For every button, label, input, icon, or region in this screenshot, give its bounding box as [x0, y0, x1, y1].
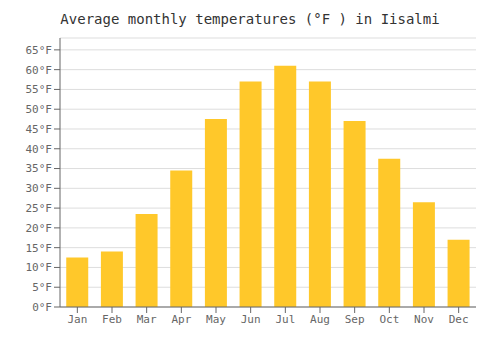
svg-text:Aug: Aug	[310, 313, 330, 326]
svg-text:Sep: Sep	[345, 313, 365, 326]
svg-text:5°F: 5°F	[32, 281, 52, 294]
svg-text:Jun: Jun	[241, 313, 261, 326]
svg-text:65°F: 65°F	[26, 44, 53, 57]
svg-text:30°F: 30°F	[26, 182, 53, 195]
svg-text:60°F: 60°F	[26, 64, 53, 77]
svg-text:40°F: 40°F	[26, 143, 53, 156]
svg-text:50°F: 50°F	[26, 103, 53, 116]
svg-text:25°F: 25°F	[26, 202, 53, 215]
svg-text:45°F: 45°F	[26, 123, 53, 136]
svg-text:20°F: 20°F	[26, 222, 53, 235]
svg-text:Dec: Dec	[449, 313, 469, 326]
svg-text:Jan: Jan	[67, 313, 87, 326]
svg-text:Apr: Apr	[171, 313, 191, 326]
svg-text:35°F: 35°F	[26, 162, 53, 175]
svg-text:Feb: Feb	[102, 313, 122, 326]
svg-text:0°F: 0°F	[32, 301, 52, 314]
html-text:Average monthly temperatures (: Average monthly temperatures (°F ) in Ii…	[60, 11, 440, 27]
svg-text:May: May	[206, 313, 226, 326]
svg-text:10°F: 10°F	[26, 261, 53, 274]
svg-text:Oct: Oct	[379, 313, 399, 326]
svg-text:15°F: 15°F	[26, 242, 53, 255]
svg-text:Nov: Nov	[414, 313, 434, 326]
svg-text:Mar: Mar	[137, 313, 157, 326]
svg-text:Jul: Jul	[275, 313, 295, 326]
svg-text:55°F: 55°F	[26, 83, 53, 96]
